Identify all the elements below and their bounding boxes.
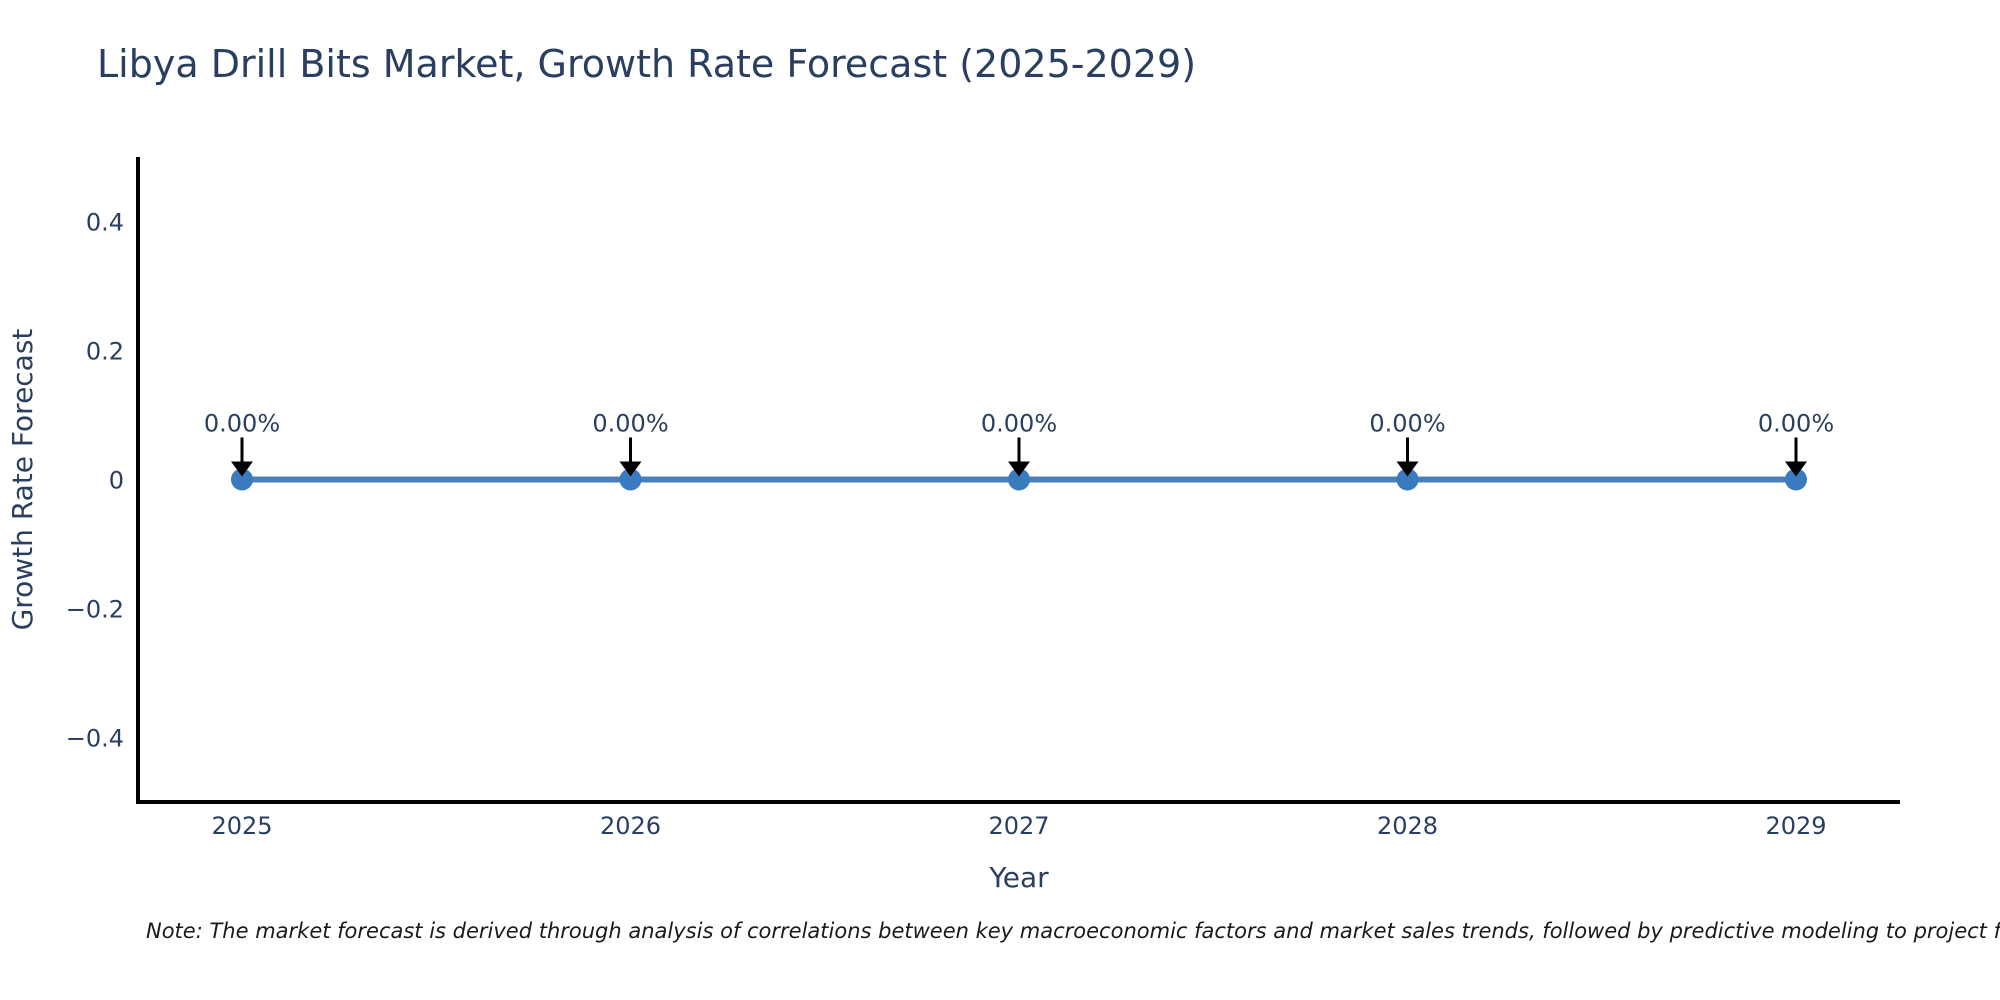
annotation-arrowhead-icon xyxy=(1396,461,1419,477)
x-axis-title: Year xyxy=(988,861,1049,894)
point-value-label: 0.00% xyxy=(204,410,280,438)
annotation-arrowhead-icon xyxy=(231,461,253,477)
point-value-label: 0.00% xyxy=(981,410,1057,438)
data-point-marker xyxy=(1008,468,1030,491)
data-point-marker xyxy=(619,468,642,491)
y-axis-title: Growth Rate Forecast xyxy=(6,329,39,631)
y-tick-label: 0 xyxy=(109,467,124,495)
y-tick-label: −0.2 xyxy=(66,596,124,624)
annotation-arrowhead-icon xyxy=(619,461,642,477)
axis-lines xyxy=(136,157,1900,804)
chart-title: Libya Drill Bits Market, Growth Rate For… xyxy=(97,42,1197,86)
footnote: Note: The market forecast is derived thr… xyxy=(146,919,2000,943)
x-tick-label: 2025 xyxy=(211,812,272,840)
y-tick-label: 0.4 xyxy=(86,209,124,237)
annotation-arrowhead-icon xyxy=(1008,461,1030,477)
x-tick-label: 2027 xyxy=(988,812,1049,840)
data-point-marker xyxy=(1396,468,1419,491)
x-tick-label: 2029 xyxy=(1765,812,1826,840)
data-point-marker xyxy=(1785,468,1807,491)
point-value-label: 0.00% xyxy=(1758,410,1834,438)
point-value-label: 0.00% xyxy=(1369,410,1445,438)
y-tick-label: 0.2 xyxy=(86,338,124,366)
x-tick-label: 2026 xyxy=(600,812,661,840)
data-point-marker xyxy=(231,468,253,491)
annotation-arrowhead-icon xyxy=(1785,461,1807,477)
y-tick-label: −0.4 xyxy=(66,725,124,753)
point-value-label: 0.00% xyxy=(592,410,668,438)
x-tick-label: 2028 xyxy=(1377,812,1438,840)
